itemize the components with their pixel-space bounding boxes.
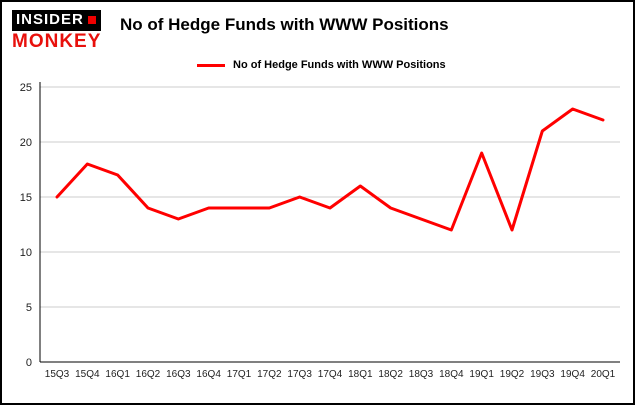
- data-line-www-positions: [55, 107, 605, 232]
- x-tick-label: 18Q1: [348, 369, 373, 380]
- x-tick-label: 16Q4: [196, 369, 221, 380]
- x-tick-label: 19Q1: [469, 369, 494, 380]
- x-tick-label: 16Q3: [166, 369, 191, 380]
- x-tick-label: 15Q4: [75, 369, 100, 380]
- x-tick-label: 17Q1: [227, 369, 252, 380]
- x-tick-label: 15Q3: [45, 369, 70, 380]
- logo-red-square-icon: [87, 16, 96, 25]
- insider-monkey-logo: INSIDER MONKEY: [12, 10, 112, 51]
- chart-title: No of Hedge Funds with WWW Positions: [120, 15, 449, 34]
- x-tick-label: 17Q3: [287, 369, 312, 380]
- x-tick-label: 20Q1: [591, 369, 616, 380]
- x-tick-label: 18Q4: [439, 369, 464, 380]
- x-tick-label: 19Q3: [530, 369, 555, 380]
- x-tick-label: 16Q1: [105, 369, 130, 380]
- x-tick-label: 18Q2: [378, 369, 403, 380]
- x-tick-label: 17Q2: [257, 369, 282, 380]
- x-tick-label: 17Q4: [318, 369, 343, 380]
- legend-line-swatch: [197, 63, 225, 67]
- y-tick-label: 5: [26, 302, 32, 314]
- logo-top-row: INSIDER: [12, 10, 101, 31]
- y-tick-label: 20: [20, 137, 32, 149]
- logo-text-monkey: MONKEY: [12, 30, 102, 52]
- legend-label: No of Hedge Funds with WWW Positions: [233, 59, 446, 71]
- x-tick-label: 16Q2: [136, 369, 161, 380]
- x-tick-label: 19Q4: [560, 369, 585, 380]
- legend: No of Hedge Funds with WWW Positions: [197, 59, 446, 71]
- x-tick-label: 18Q3: [409, 369, 434, 380]
- y-tick-label: 10: [20, 247, 32, 259]
- line-chart: 0 5 10 15 20 25 15Q3 15Q4 16Q1 16Q2 16Q3 16Q4 17Q1 17…: [20, 82, 620, 380]
- y-tick-label: 25: [20, 82, 32, 94]
- x-tick-label: 19Q2: [500, 369, 525, 380]
- logo-text-insider: INSIDER: [16, 11, 84, 28]
- y-tick-label: 0: [26, 357, 32, 369]
- y-tick-label: 15: [20, 192, 32, 204]
